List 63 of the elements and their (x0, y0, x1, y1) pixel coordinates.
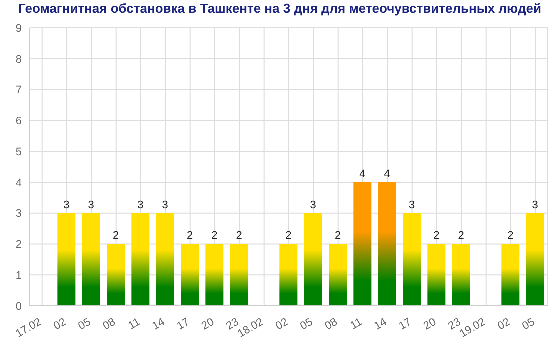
y-tick-label: 7 (16, 84, 22, 97)
x-tick-label: 08 (101, 316, 118, 333)
y-tick-label: 9 (16, 22, 22, 35)
x-tick-label: 17 (397, 316, 414, 333)
x-tick-label: 20 (200, 316, 216, 333)
data-label: 2 (286, 230, 292, 242)
bar (452, 244, 470, 306)
x-tick-label: 02 (274, 316, 290, 333)
y-tick-label: 2 (16, 239, 22, 252)
data-label: 2 (186, 230, 194, 242)
data-label: 2 (212, 230, 218, 242)
x-tick-label: 05 (76, 316, 94, 333)
data-label: 3 (408, 199, 416, 212)
bar (304, 213, 322, 306)
bar (156, 213, 174, 306)
chart-title: Геомагнитная обстановка в Ташкенте на 3 дня для метеочувствительных людей (18, 1, 542, 18)
y-tick-label: 6 (16, 116, 22, 128)
data-label: 2 (236, 230, 242, 242)
data-label: 4 (360, 168, 366, 180)
y-tick-label: 4 (16, 177, 22, 190)
x-tick-label: 11 (348, 316, 364, 332)
x-tick-label: 02 (52, 316, 68, 333)
bar (403, 213, 421, 306)
bar (206, 244, 224, 306)
data-label: 3 (138, 199, 144, 212)
x-tick-label: 05 (520, 316, 538, 333)
x-tick-label: 20 (422, 316, 438, 333)
y-tick-label: 1 (16, 270, 22, 282)
bar (329, 244, 347, 306)
y-tick-label: 3 (16, 208, 22, 220)
data-label: 2 (508, 230, 514, 242)
y-tick-label: 0 (16, 300, 22, 313)
x-tick-label: 11 (126, 316, 142, 332)
bar (58, 213, 76, 306)
x-tick-label: 08 (323, 316, 340, 333)
bar (132, 213, 150, 306)
data-label: 2 (434, 230, 440, 242)
x-tick-label: 05 (298, 316, 316, 333)
y-tick-label: 8 (16, 54, 22, 66)
data-label: 3 (310, 199, 316, 212)
bar (181, 244, 199, 306)
bar (428, 244, 446, 306)
data-label: 3 (64, 199, 70, 212)
x-tick-label: 02 (496, 316, 512, 333)
x-tick-label: 14 (150, 316, 168, 333)
y-tick-label: 5 (16, 146, 22, 158)
x-tick-label: 14 (372, 316, 390, 333)
data-label: 3 (162, 199, 168, 212)
data-label: 3 (88, 199, 94, 212)
data-label: 2 (458, 230, 464, 242)
data-label: 2 (112, 230, 120, 242)
bar (526, 213, 544, 306)
bar (107, 244, 125, 306)
bar (354, 182, 372, 306)
data-label: 4 (384, 168, 390, 180)
bar (230, 244, 248, 306)
x-tick-label: 17 (175, 316, 192, 333)
bar (280, 244, 298, 306)
bar (378, 182, 396, 306)
data-label: 2 (334, 230, 342, 242)
bar (82, 213, 100, 306)
bar (502, 244, 520, 306)
data-label: 3 (532, 199, 538, 212)
